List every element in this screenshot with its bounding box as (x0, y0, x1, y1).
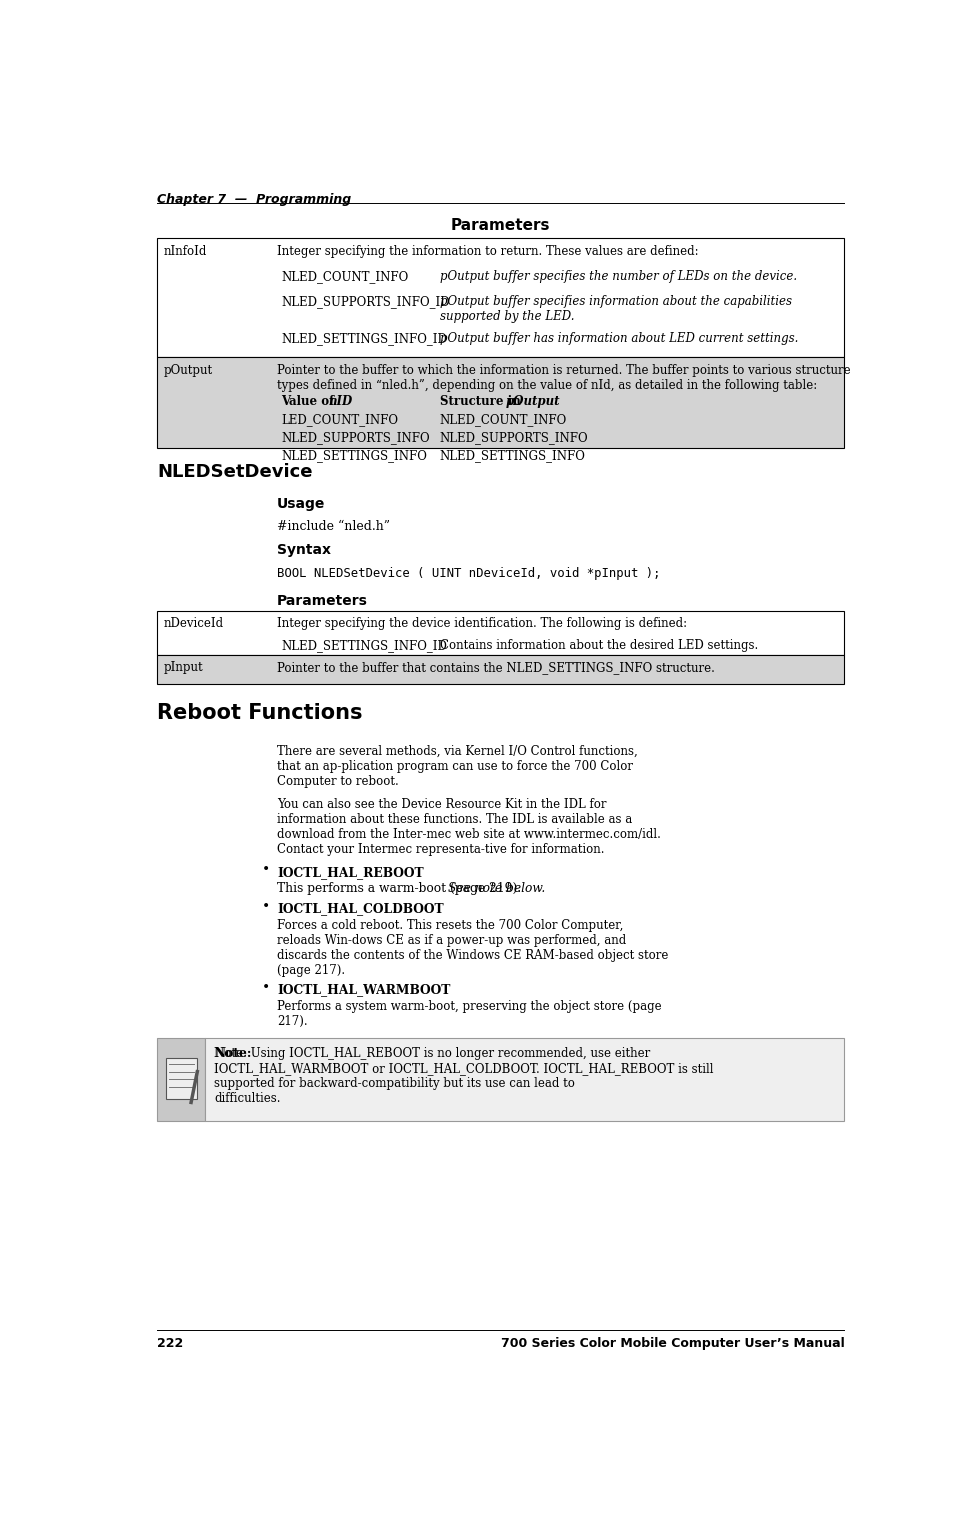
Text: nInfoId: nInfoId (163, 245, 206, 258)
Text: Note: Using IOCTL_HAL_REBOOT is no longer recommended, use either: Note: Using IOCTL_HAL_REBOOT is no longe… (214, 1047, 651, 1060)
Text: 222: 222 (157, 1337, 184, 1349)
Bar (157, 1037, 205, 1121)
Text: IOCTL_HAL_REBOOT: IOCTL_HAL_REBOOT (277, 866, 424, 878)
Text: Syntax: Syntax (277, 544, 331, 557)
Text: Parameters: Parameters (277, 594, 368, 608)
Text: NLEDSetDevice: NLEDSetDevice (157, 463, 313, 482)
Bar (205, 1037, 844, 1121)
Bar (157, 611, 844, 655)
Text: 700 Series Color Mobile Computer User’s Manual: 700 Series Color Mobile Computer User’s … (500, 1337, 844, 1349)
Text: pOutput: pOutput (506, 395, 560, 407)
Text: Forces a cold reboot. This resets the 700 Color Computer,: Forces a cold reboot. This resets the 70… (277, 919, 623, 931)
Text: NLED_SETTINGS_INFO_ID: NLED_SETTINGS_INFO_ID (281, 639, 446, 652)
Text: See note below.: See note below. (447, 883, 545, 895)
Text: NLED_COUNT_INFO: NLED_COUNT_INFO (281, 270, 408, 283)
Text: Chapter 7  —  Programming: Chapter 7 — Programming (157, 193, 352, 207)
Bar (157, 655, 844, 685)
Text: pInput: pInput (163, 661, 203, 674)
Text: This performs a warm-boot (page 219).: This performs a warm-boot (page 219). (277, 883, 526, 895)
Text: Pointer to the buffer that contains the NLED_SETTINGS_INFO structure.: Pointer to the buffer that contains the … (277, 661, 715, 674)
Text: NLED_SETTINGS_INFO: NLED_SETTINGS_INFO (440, 450, 586, 462)
Bar (157, 357, 844, 448)
Text: IOCTL_HAL_WARMBOOT: IOCTL_HAL_WARMBOOT (277, 983, 450, 996)
Text: #include “nled.h”: #include “nled.h” (277, 521, 390, 533)
Text: nDeviceId: nDeviceId (163, 617, 224, 630)
Text: pOutput buffer specifies the number of LEDs on the device.: pOutput buffer specifies the number of L… (440, 270, 797, 283)
Text: Computer to reboot.: Computer to reboot. (277, 775, 399, 788)
Text: Note:: Note: (214, 1047, 252, 1060)
Text: Contains information about the desired LED settings.: Contains information about the desired L… (440, 639, 758, 652)
Text: reloads Win-dows CE as if a power-up was performed, and: reloads Win-dows CE as if a power-up was… (277, 934, 626, 946)
Text: NLED_SUPPORTS_INFO: NLED_SUPPORTS_INFO (281, 431, 430, 444)
Text: difficulties.: difficulties. (214, 1092, 280, 1104)
Text: download from the Inter-mec web site at www.intermec.com/idl.: download from the Inter-mec web site at … (277, 828, 661, 842)
Text: Structure in: Structure in (440, 395, 525, 407)
Text: NLED_SETTINGS_INFO: NLED_SETTINGS_INFO (281, 450, 427, 462)
Text: pOutput buffer specifies information about the capabilities
supported by the LED: pOutput buffer specifies information abo… (440, 296, 792, 324)
Text: Integer specifying the device identification. The following is defined:: Integer specifying the device identifica… (277, 617, 687, 630)
Text: Reboot Functions: Reboot Functions (157, 703, 362, 723)
Text: Usage: Usage (277, 497, 325, 512)
Text: •: • (262, 863, 270, 878)
Text: NLED_SUPPORTS_INFO: NLED_SUPPORTS_INFO (440, 431, 588, 444)
Text: Parameters: Parameters (451, 219, 550, 234)
Text: (page 217).: (page 217). (277, 965, 345, 977)
Text: nID: nID (328, 395, 353, 407)
Text: 217).: 217). (277, 1015, 308, 1028)
Text: Value of: Value of (281, 395, 338, 407)
Text: NLED_COUNT_INFO: NLED_COUNT_INFO (440, 413, 567, 425)
Text: NLED_SETTINGS_INFO_ID: NLED_SETTINGS_INFO_ID (281, 331, 446, 345)
Text: pOutput: pOutput (163, 365, 212, 377)
Text: Contact your Intermec representa-tive for information.: Contact your Intermec representa-tive fo… (277, 843, 605, 855)
Text: There are several methods, via Kernel I/O Control functions,: There are several methods, via Kernel I/… (277, 746, 638, 758)
Text: You can also see the Device Resource Kit in the IDL for: You can also see the Device Resource Kit… (277, 797, 607, 811)
Text: Integer specifying the information to return. These values are defined:: Integer specifying the information to re… (277, 245, 699, 258)
Text: discards the contents of the Windows CE RAM-based object store: discards the contents of the Windows CE … (277, 949, 668, 962)
Bar (166, 1057, 197, 1098)
Text: IOCTL_HAL_COLDBOOT: IOCTL_HAL_COLDBOOT (277, 902, 444, 916)
Text: LED_COUNT_INFO: LED_COUNT_INFO (281, 413, 398, 425)
Bar (157, 237, 844, 357)
Text: IOCTL_HAL_WARMBOOT or IOCTL_HAL_COLDBOOT. IOCTL_HAL_REBOOT is still: IOCTL_HAL_WARMBOOT or IOCTL_HAL_COLDBOOT… (214, 1062, 714, 1075)
Text: Performs a system warm-boot, preserving the object store (page: Performs a system warm-boot, preserving … (277, 1000, 661, 1013)
Text: NLED_SUPPORTS_INFO_ID: NLED_SUPPORTS_INFO_ID (281, 296, 449, 308)
Text: supported for backward-compatibility but its use can lead to: supported for backward-compatibility but… (214, 1077, 575, 1091)
Text: that an ap-plication program can use to force the 700 Color: that an ap-plication program can use to … (277, 760, 633, 773)
Text: •: • (262, 981, 270, 995)
Text: Pointer to the buffer to which the information is returned. The buffer points to: Pointer to the buffer to which the infor… (277, 365, 851, 392)
Text: BOOL NLEDSetDevice ( UINT nDeviceId, void *pInput );: BOOL NLEDSetDevice ( UINT nDeviceId, voi… (277, 567, 660, 580)
Text: pOutput buffer has information about LED current settings.: pOutput buffer has information about LED… (440, 331, 798, 345)
Text: •: • (262, 899, 270, 914)
Text: information about these functions. The IDL is available as a: information about these functions. The I… (277, 813, 632, 826)
